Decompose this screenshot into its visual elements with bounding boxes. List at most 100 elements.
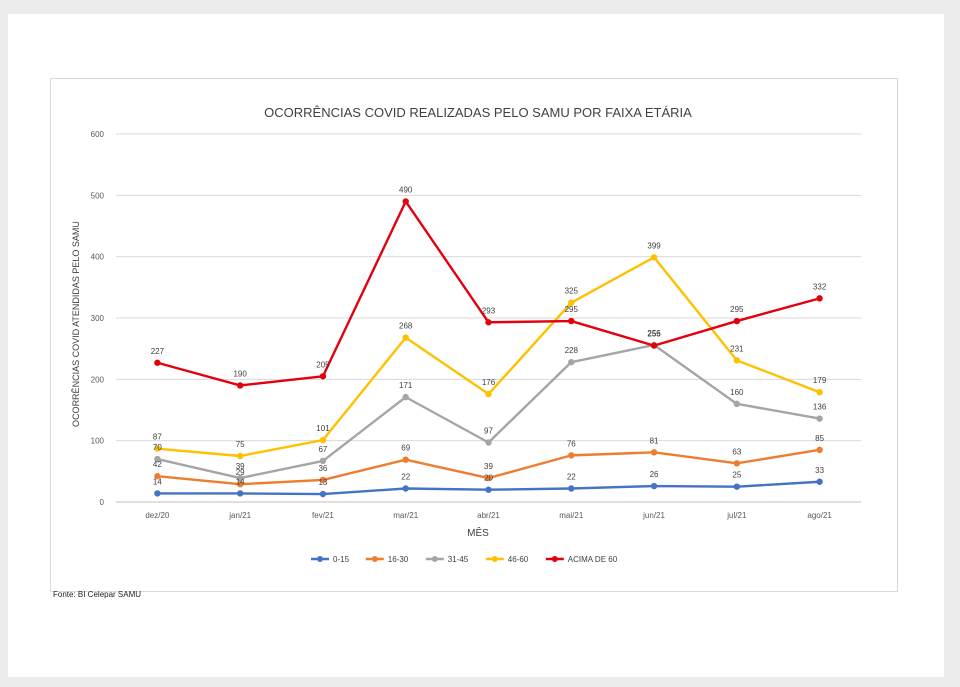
data-point: [816, 415, 823, 422]
data-label: 14: [153, 477, 162, 486]
x-tick-label: fev/21: [312, 511, 334, 520]
data-point: [816, 446, 823, 454]
data-label: 101: [316, 424, 330, 433]
chart-title: OCORRÊNCIAS COVID REALIZADAS PELO SAMU P…: [264, 105, 692, 120]
data-point: [816, 389, 823, 396]
data-point: [816, 478, 823, 485]
x-tick-label: jun/21: [642, 511, 665, 520]
data-label: 293: [482, 306, 496, 315]
data-point: [568, 452, 575, 459]
legend-label: 0-15: [333, 555, 350, 564]
legend-swatch-marker: [551, 556, 558, 562]
data-point: [319, 373, 327, 380]
source-note: Fonte: BI Celepar SAMU: [53, 590, 142, 599]
data-point: [733, 317, 741, 325]
x-tick-label: mai/21: [559, 511, 584, 520]
y-axis-title: OCORRÊNCIAS COVID ATENDIDAS PELO SAMU: [71, 221, 81, 427]
data-label: 39: [236, 462, 245, 471]
legend-item: 46-60: [485, 555, 529, 564]
data-point: [236, 490, 244, 497]
data-label: 85: [815, 434, 824, 443]
data-point: [236, 452, 244, 460]
data-point: [485, 486, 492, 493]
x-tick-label: ago/21: [807, 511, 832, 520]
x-tick-labels: dez/20 jan/21 fev/21 mar/21 abr/21 mai/21 jun/…: [145, 511, 832, 520]
data-label: 69: [401, 444, 410, 453]
data-label: 76: [567, 439, 576, 448]
series-line: [157, 200, 820, 387]
data-label: 67: [318, 445, 327, 454]
data-point: [154, 490, 161, 497]
data-point: [319, 457, 327, 465]
data-point: [816, 295, 823, 302]
x-tick-label: abr/21: [477, 511, 500, 520]
data-label: 97: [484, 427, 493, 436]
data-point: [733, 483, 741, 490]
legend-label: 46-60: [508, 555, 529, 564]
data-label: 205: [316, 360, 330, 369]
data-point: [485, 319, 492, 326]
x-tick-label: mar/21: [393, 511, 418, 520]
data-label: 13: [318, 478, 327, 487]
data-label: 490: [399, 185, 413, 194]
data-label: 22: [567, 473, 576, 482]
data-label: 81: [650, 436, 659, 445]
data-labels: 14 14 13 22 20 22 26 25 33 42 29 36 69 39 76 81 63 85 70 39…: [151, 185, 827, 487]
data-label: 29: [236, 468, 245, 477]
legend-label: 31-45: [448, 555, 469, 564]
data-point: [402, 393, 409, 401]
data-point: [236, 474, 244, 482]
data-label: 179: [813, 376, 827, 385]
data-label: 256: [647, 329, 661, 338]
data-point: [154, 445, 161, 452]
data-label: 63: [732, 447, 741, 456]
data-point: [733, 400, 741, 408]
data-label: 228: [565, 346, 579, 355]
data-point: [568, 358, 575, 366]
data-point: [319, 490, 327, 498]
data-point: [485, 474, 492, 482]
legend-item: 31-45: [425, 555, 469, 564]
data-label: 399: [647, 241, 661, 250]
page: 0 100 200 300 400 500 600 dez/20 jan/21 fev/21 ma…: [8, 14, 944, 677]
y-tick-label: 0: [100, 498, 105, 507]
data-label: 268: [399, 322, 413, 331]
data-point: [402, 485, 409, 492]
data-point: [236, 382, 244, 389]
data-point: [650, 449, 658, 456]
data-point: [485, 439, 492, 446]
data-point: [154, 359, 161, 366]
data-label: 255: [647, 330, 661, 339]
series-acima-de-60: [154, 198, 823, 389]
data-label: 39: [484, 462, 493, 471]
data-label: 75: [236, 440, 245, 449]
legend-label: ACIMA DE 60: [568, 555, 618, 564]
series-46-60: [154, 254, 823, 460]
y-tick-labels: 0 100 200 300 400 500 600: [91, 130, 105, 507]
data-label: 36: [318, 464, 327, 473]
chart-area: 0 100 200 300 400 500 600 dez/20 jan/21 fev/21 ma…: [50, 78, 898, 592]
data-point: [650, 342, 658, 349]
legend-item: 16-30: [365, 555, 409, 564]
legend-swatch-marker: [317, 556, 323, 562]
data-label: 295: [730, 305, 744, 314]
data-point: [402, 198, 409, 205]
x-tick-label: dez/20: [145, 511, 170, 520]
data-label: 190: [233, 369, 247, 378]
data-point: [568, 317, 575, 325]
legend-swatch-marker: [431, 556, 438, 562]
x-axis-title: MÊS: [467, 526, 489, 539]
data-point: [319, 476, 327, 484]
data-label: 25: [732, 471, 741, 480]
data-label: 26: [650, 470, 659, 479]
series-lines: [154, 198, 823, 498]
legend-swatch-marker: [491, 556, 498, 562]
series-line: [157, 343, 820, 480]
data-point: [402, 334, 409, 341]
data-label: 70: [153, 443, 162, 452]
data-point: [154, 455, 161, 463]
data-label: 332: [813, 282, 827, 291]
legend-item: 0-15: [311, 555, 350, 564]
data-label: 171: [399, 381, 413, 390]
data-point: [733, 460, 741, 467]
